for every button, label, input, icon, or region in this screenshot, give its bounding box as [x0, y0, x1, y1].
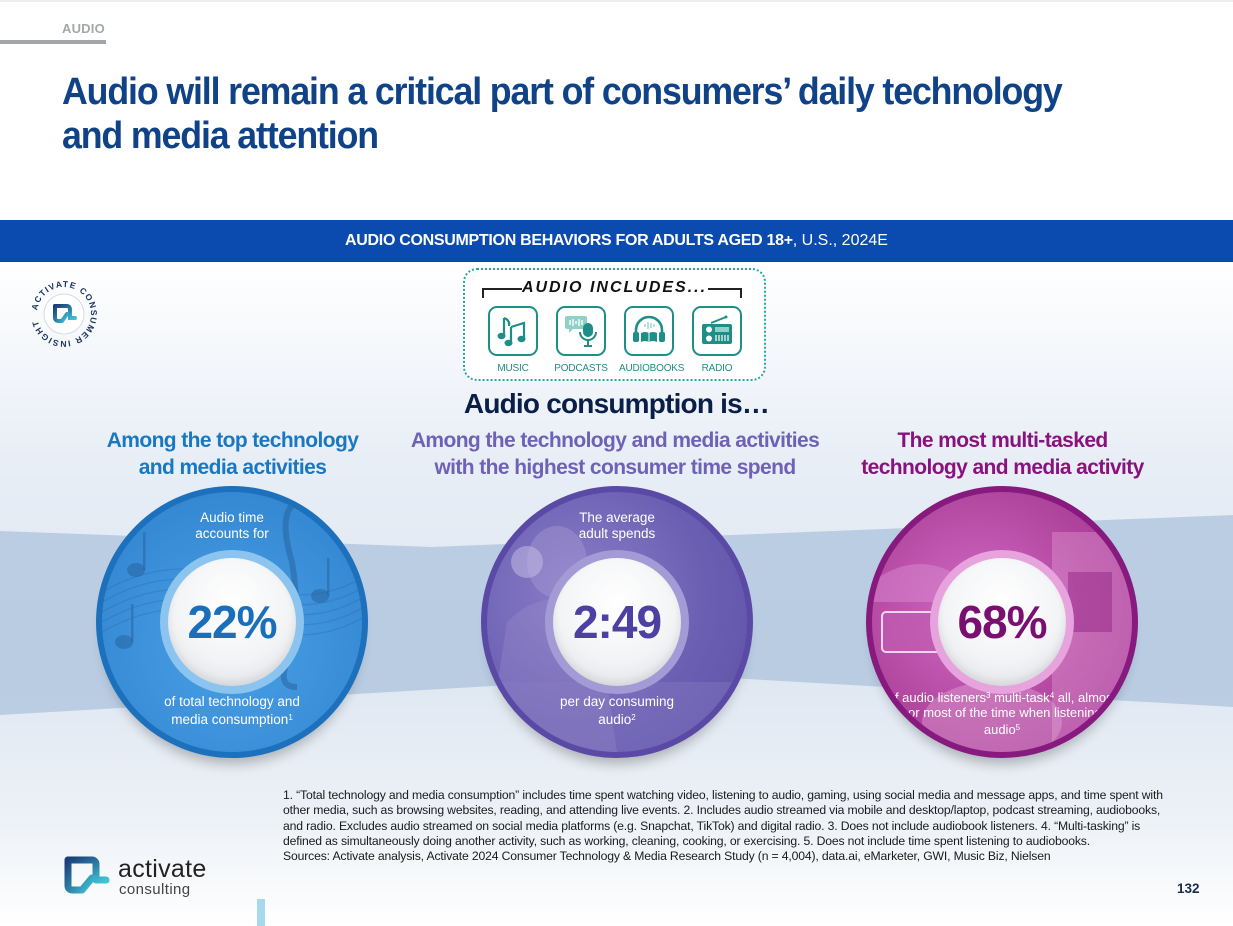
stat-bottom-text: of audio listeners3 multi-task4 all, alm… — [872, 688, 1132, 737]
include-label: PODCASTS — [554, 363, 608, 374]
consumer-insight-badge: ACTIVATE CONSUMER INSIGHT — [29, 279, 98, 349]
bracket-right — [708, 288, 742, 298]
page-number: 132 — [1177, 881, 1200, 896]
stat-value-disc: 2:49 — [553, 558, 681, 686]
page-title: Audio will remain a critical part of con… — [62, 71, 1063, 157]
stat-value: 22% — [187, 596, 277, 648]
column-heading-top-activities: Among the top technology and media activ… — [60, 427, 405, 481]
include-item-audiobooks: AUDIOBOOKS — [619, 306, 685, 374]
music-staff-decoration — [102, 499, 362, 690]
stat-circle-multitask: 68% of audio listeners3 multi-task4 all,… — [866, 486, 1138, 758]
footnote-ref: 3 — [986, 691, 991, 700]
stat-bottom-text: of total technology and media consumptio… — [102, 694, 362, 728]
stat-bottom-line: of total technology and — [164, 694, 300, 709]
stat-bottom-part: multi-task — [990, 690, 1050, 705]
decorative-tick — [257, 899, 265, 926]
logo-wordmark: activate — [118, 855, 207, 883]
activate-consulting-logo: activate consulting — [62, 855, 242, 899]
footnote-notes: 1. “Total technology and media consumpti… — [283, 788, 1163, 848]
footnote-ref: 4 — [1049, 691, 1055, 700]
heading-line: and media activities — [138, 456, 327, 479]
include-item-radio: RADIO — [687, 306, 747, 374]
stat-bottom-text: per day consuming audio2 — [487, 694, 747, 728]
stat-bottom-line: media consumption — [171, 712, 289, 727]
heading-line: with the highest consumer time spend — [434, 456, 796, 479]
stat-bottom-part: all, almost all, or most of the time whe… — [887, 690, 1117, 737]
section-rule — [0, 40, 106, 44]
audio-includes-box: AUDIO INCLUDES... MUSIC — [463, 268, 766, 381]
top-edge — [0, 0, 1233, 2]
stat-top-line: Audio time — [200, 510, 264, 525]
music-notes-icon — [488, 306, 538, 356]
stat-bottom-line: per day consuming — [559, 694, 675, 709]
stat-circle-time: The average adult spends 2:49 per day co… — [481, 486, 753, 758]
include-item-podcasts: PODCASTS — [551, 306, 611, 374]
banner-bold-text: AUDIO CONSUMPTION BEHAVIORS FOR ADULTS A… — [345, 232, 793, 249]
stat-value-disc: 68% — [938, 558, 1066, 686]
section-label: AUDIO — [62, 21, 105, 36]
radio-icon — [692, 306, 742, 356]
include-label: AUDIOBOOKS — [619, 363, 685, 374]
footnotes: 1. “Total technology and media consumpti… — [283, 788, 1163, 864]
stat-bottom-part: of audio listeners — [887, 690, 986, 705]
include-label: RADIO — [701, 363, 733, 374]
footnote-ref: 2 — [631, 713, 636, 722]
stat-value: 2:49 — [572, 596, 662, 648]
logo-subtitle: consulting — [119, 881, 191, 898]
stat-top-text: The average adult spends — [487, 510, 747, 542]
podcast-microphone-icon — [556, 306, 606, 356]
heading-line: Among the top technology — [106, 429, 359, 452]
bracket-left — [482, 288, 522, 298]
center-heading: Audio consumption is… — [463, 388, 770, 419]
include-item-music: MUSIC — [483, 306, 543, 374]
activate-logo-icon — [53, 304, 77, 323]
stat-value: 68% — [957, 596, 1047, 648]
audio-includes-title: AUDIO INCLUDES... — [521, 279, 708, 296]
stat-top-line: adult spends — [578, 526, 656, 541]
activate-logo-icon — [64, 856, 110, 894]
stat-value-disc: 22% — [168, 558, 296, 686]
stat-circle-share: Audio time accounts for 22% of total tec… — [96, 486, 368, 758]
chart-banner: AUDIO CONSUMPTION BEHAVIORS FOR ADULTS A… — [0, 220, 1233, 262]
stat-bottom-line: audio — [598, 712, 632, 727]
column-heading-multitasked: The most multi-tasked technology and med… — [830, 427, 1175, 481]
stat-top-line: The average — [579, 510, 655, 525]
footnote-ref: 5 — [1015, 723, 1021, 732]
headphones-book-icon — [624, 306, 674, 356]
banner-normal-text: , U.S., 2024E — [792, 232, 888, 249]
heading-line: Among the technology and media activitie… — [410, 429, 820, 452]
footnote-ref: 1 — [288, 713, 293, 722]
stat-top-text: Audio time accounts for — [102, 510, 362, 542]
column-heading-time-spend: Among the technology and media activitie… — [370, 427, 860, 481]
include-label: MUSIC — [497, 363, 529, 374]
heading-line: technology and media activity — [861, 456, 1144, 479]
footnote-sources: Sources: Activate analysis, Activate 202… — [283, 849, 1051, 864]
stat-top-line: accounts for — [195, 526, 269, 541]
heading-line: The most multi-tasked — [897, 429, 1108, 452]
